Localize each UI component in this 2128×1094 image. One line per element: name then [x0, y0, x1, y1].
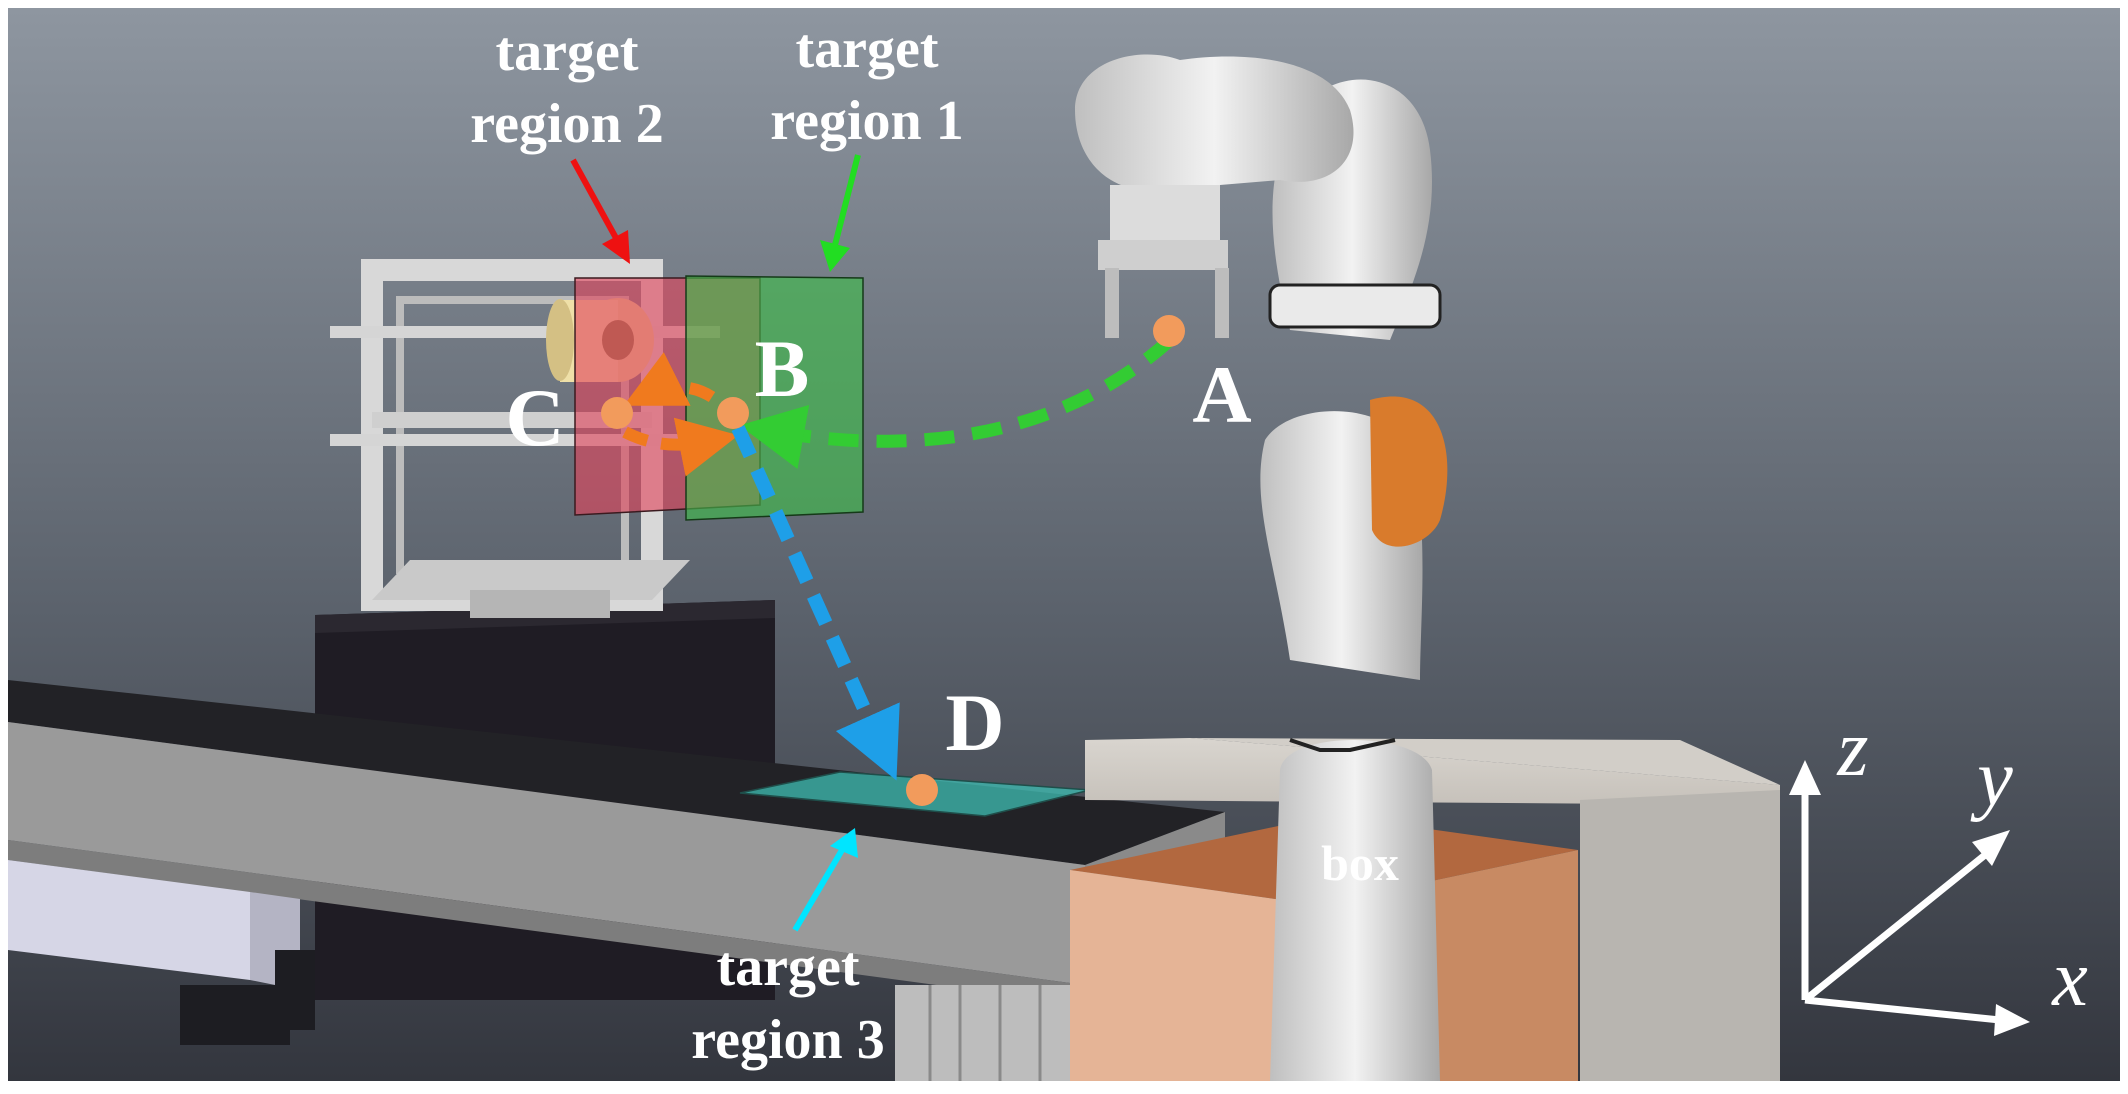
region-3-label-line-2: region 3	[691, 1009, 884, 1071]
path-b-to-d	[731, 425, 900, 781]
coordinate-axes	[1789, 760, 2030, 1036]
point-c-label: C	[505, 372, 564, 463]
point-b-label: B	[755, 323, 810, 414]
path-b-to-c	[623, 352, 716, 406]
axis-z-label: z	[1836, 705, 1868, 793]
arrow-region-2	[570, 158, 630, 264]
region-2-label-line-2: region 2	[470, 93, 663, 155]
axis-y-label: y	[1970, 735, 2013, 823]
point-b-marker	[717, 397, 749, 429]
box-label: box	[1321, 835, 1399, 891]
region-1-label-line-1: target	[795, 18, 938, 80]
table	[1085, 738, 1780, 1081]
path-c-to-b	[622, 417, 739, 477]
path-a-to-b	[739, 335, 1175, 469]
point-d-marker	[906, 774, 938, 806]
region-3-label-line-1: target	[716, 936, 859, 998]
point-c-marker	[601, 397, 633, 429]
robot-arm	[1075, 54, 1448, 1081]
arrow-region-1	[820, 154, 861, 272]
point-a-label: A	[1192, 349, 1251, 440]
point-d-label: D	[945, 677, 1004, 768]
point-a-marker	[1153, 315, 1185, 347]
region-2-label-line-1: target	[495, 21, 638, 83]
arrow-region-3	[792, 828, 858, 932]
conveyor	[8, 680, 1225, 1081]
region-1-label-line-2: region 1	[770, 90, 963, 152]
axis-x-label: x	[2051, 935, 2088, 1023]
